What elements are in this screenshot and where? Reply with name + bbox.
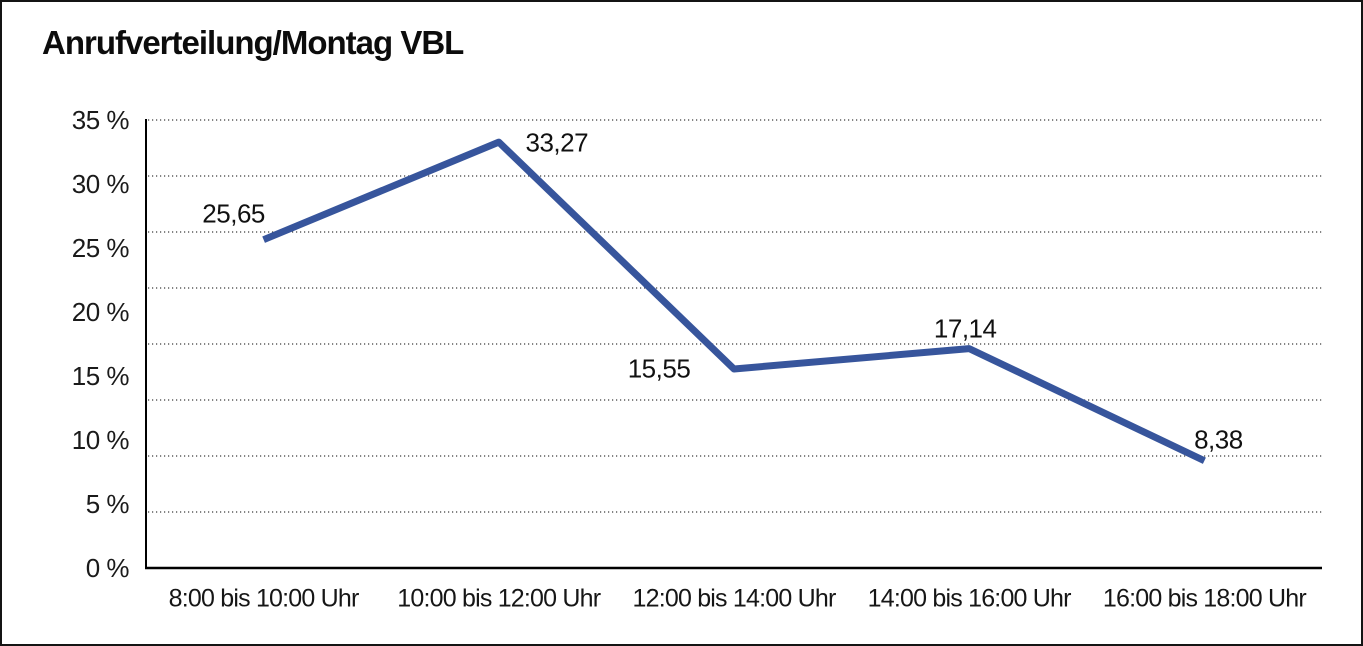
chart-title: Anrufverteilung/Montag VBL <box>42 24 464 61</box>
y-axis-tick-label: 30 % <box>71 169 130 199</box>
x-axis-category-label: 10:00 bis 12:00 Uhr <box>397 584 601 613</box>
y-axis-tick-label: 35 % <box>71 105 130 135</box>
series-line <box>262 138 1206 464</box>
y-axis-tick-label: 10 % <box>71 425 130 455</box>
data-point-label: 8,38 <box>1194 424 1243 455</box>
y-axis-tick-label: 15 % <box>71 361 130 391</box>
y-axis-tick-label: 20 % <box>71 297 130 327</box>
x-axis-category-label: 8:00 bis 10:00 Uhr <box>168 584 360 613</box>
x-axis-category-label: 12:00 bis 14:00 Uhr <box>632 584 836 613</box>
data-point-label: 17,14 <box>933 313 997 344</box>
x-axis-category-label: 16:00 bis 18:00 Uhr <box>1102 584 1307 613</box>
data-point-label: 33,27 <box>525 127 589 158</box>
y-axis-tick-label: 0 % <box>85 553 130 583</box>
y-axis-tick-label: 5 % <box>85 489 130 519</box>
x-axis-category-label: 14:00 bis 16:00 Uhr <box>867 584 1072 613</box>
y-axis-tick-label: 25 % <box>71 233 130 263</box>
data-point-label: 25,65 <box>202 198 265 229</box>
data-point-label: 15,55 <box>627 353 691 384</box>
